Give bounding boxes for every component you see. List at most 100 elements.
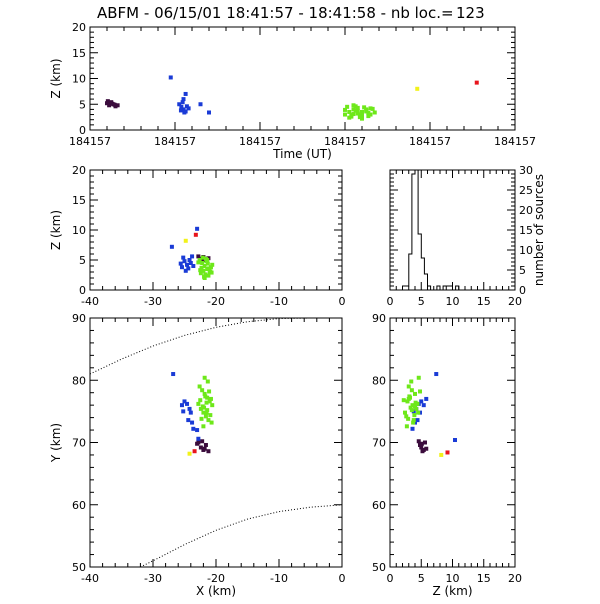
y-axis-label: Z (km): [49, 210, 63, 250]
data-point: [198, 398, 203, 403]
x-tick-label: 5: [418, 295, 425, 308]
data-point: [202, 264, 207, 268]
data-point: [343, 107, 347, 112]
data-point: [201, 268, 206, 273]
data-point: [182, 399, 187, 404]
data-point: [188, 261, 193, 265]
y-tick-label: 50: [372, 561, 386, 574]
y-tick-label: 5: [79, 98, 86, 111]
data-point: [362, 105, 367, 110]
data-point: [357, 112, 362, 117]
data-point: [200, 258, 205, 263]
data-point: [105, 101, 109, 106]
data-point: [195, 226, 200, 231]
data-point: [196, 260, 201, 265]
data-point: [353, 104, 358, 109]
data-point: [407, 394, 412, 399]
data-point: [204, 410, 209, 415]
data-point: [191, 426, 196, 431]
y-axis-label: Z (km): [49, 58, 63, 98]
data-point: [196, 436, 201, 441]
data-point: [413, 404, 417, 409]
x-axis-label: X (km): [196, 584, 236, 598]
histogram-bars: [390, 169, 515, 291]
y-tick-label: 0: [79, 124, 86, 137]
data-point: [474, 80, 479, 85]
data-point: [203, 394, 208, 399]
data-point: [351, 103, 356, 108]
data-point: [424, 446, 429, 451]
data-point: [190, 420, 195, 425]
y-tick-label: 10: [72, 224, 86, 237]
data-point: [193, 232, 198, 237]
data-point: [409, 388, 414, 393]
data-point: [179, 265, 184, 270]
data-point: [202, 375, 207, 380]
data-point: [198, 445, 203, 450]
data-point: [198, 406, 203, 411]
data-point: [355, 111, 360, 116]
data-point: [206, 273, 211, 278]
data-point: [366, 111, 371, 116]
data-point: [413, 391, 417, 396]
x-tick-label: 184157: [494, 135, 536, 148]
data-point: [169, 244, 174, 249]
data-point: [186, 418, 191, 423]
data-point: [183, 91, 188, 96]
data-point: [105, 99, 110, 104]
data-point: [406, 396, 411, 401]
data-point: [411, 420, 416, 425]
data-point: [208, 269, 213, 274]
data-point: [406, 384, 411, 389]
data-point: [108, 100, 113, 105]
data-point: [439, 452, 444, 457]
data-point: [205, 408, 210, 413]
data-point: [418, 389, 422, 394]
data-point: [372, 110, 377, 115]
y-tick-label: 50: [72, 561, 86, 574]
x-tick-label: 0: [339, 295, 346, 308]
data-point: [177, 102, 182, 107]
data-point: [410, 403, 415, 408]
data-point: [408, 405, 413, 410]
data-point: [208, 413, 213, 418]
data-point: [198, 271, 203, 276]
data-point: [370, 106, 375, 111]
data-point: [195, 428, 200, 433]
y-tick-label: 70: [72, 437, 86, 450]
data-point: [179, 104, 184, 109]
data-point: [347, 109, 352, 114]
data-point: [355, 105, 360, 110]
data-point: [360, 113, 364, 118]
data-point: [434, 372, 439, 377]
x-y-frame: [89, 317, 343, 568]
data-point: [208, 396, 213, 401]
boundary-line: [89, 317, 342, 375]
x-tick-label: 0: [387, 572, 394, 585]
data-point: [409, 408, 414, 413]
data-point: [107, 103, 112, 108]
x-tick-label: 10: [446, 295, 460, 308]
data-point: [187, 258, 192, 262]
x-tick-label: 5: [418, 572, 425, 585]
data-point: [360, 109, 364, 114]
x-tick-label: -20: [207, 295, 225, 308]
data-point: [199, 416, 204, 421]
data-point: [345, 104, 350, 109]
x-tick-label: -30: [144, 295, 162, 308]
data-point: [401, 398, 406, 403]
x-tick-label: 184157: [409, 135, 451, 148]
data-point: [405, 399, 410, 404]
data-point: [419, 445, 424, 450]
x-tick-label: -10: [270, 295, 288, 308]
x-tick-label: 15: [477, 295, 491, 308]
data-point: [181, 255, 186, 260]
data-point: [181, 409, 186, 414]
y-tick-label: 20: [72, 164, 86, 177]
y-tick-label: 90: [72, 312, 86, 325]
data-point: [351, 107, 356, 112]
data-point: [191, 264, 196, 268]
x-tick-label: 184157: [69, 135, 111, 148]
